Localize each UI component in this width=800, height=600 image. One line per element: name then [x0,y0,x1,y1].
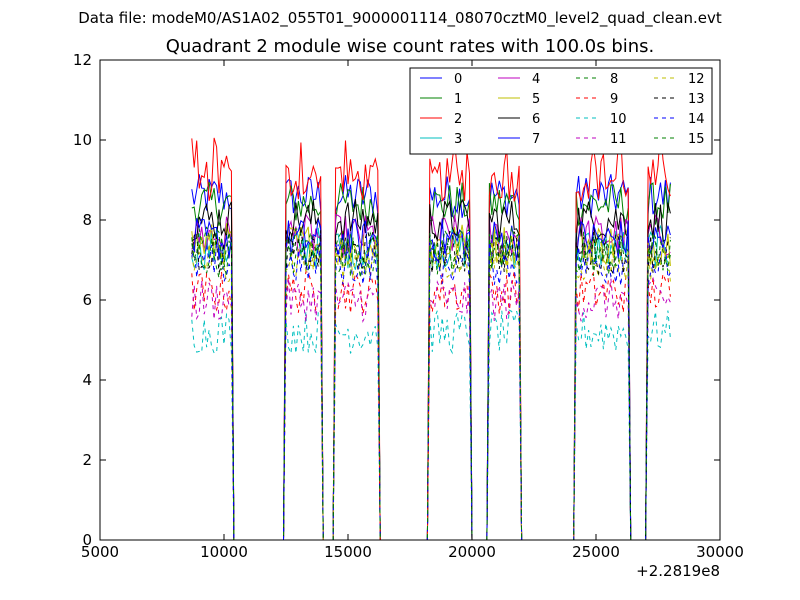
legend-label-4: 4 [532,72,540,87]
legend-label-8: 8 [610,72,618,87]
series-line-13 [191,229,671,541]
series-lines [191,129,671,541]
series-line-8 [191,234,671,541]
y-tick-label: 12 [73,51,92,69]
series-line-10 [191,309,671,541]
y-tick-label: 2 [82,451,92,469]
chart-title: Quadrant 2 module wise count rates with … [165,36,655,57]
series-line-14 [191,242,671,541]
y-tick-label: 6 [82,291,92,309]
legend-label-14: 14 [688,112,705,127]
legend-label-2: 2 [454,112,462,127]
legend-label-5: 5 [532,92,540,107]
legend-label-10: 10 [610,112,627,127]
y-tick-label: 0 [82,531,92,549]
legend-label-9: 9 [610,92,618,107]
x-tick-label: 10000 [200,543,248,561]
y-tick-label: 10 [73,131,92,149]
legend-label-15: 15 [688,132,705,147]
series-line-15 [191,226,671,541]
legend-label-13: 13 [688,92,705,107]
legend-label-0: 0 [454,72,462,87]
x-tick-label: 5000 [81,543,119,561]
legend-label-11: 11 [610,132,627,147]
x-tick-label: 15000 [324,543,372,561]
legend-label-7: 7 [532,132,540,147]
legend-label-3: 3 [454,132,462,147]
legend-label-6: 6 [532,112,540,127]
legend-label-12: 12 [688,72,705,87]
y-tick-label: 8 [82,211,92,229]
x-tick-label: 30000 [696,543,744,561]
series-line-5 [191,223,671,541]
series-line-9 [191,271,671,541]
x-tick-label: 20000 [448,543,496,561]
series-line-11 [191,276,671,541]
y-tick-label: 4 [82,371,92,389]
x-tick-label: 25000 [572,543,620,561]
legend-box [409,67,713,155]
data-file-subtitle: Data file: modeM0/AS1A02_055T01_90000011… [78,9,722,27]
series-line-12 [191,237,671,541]
series-line-7 [191,218,671,541]
x-offset-label: +2.2819e8 [636,562,720,580]
series-line-4 [191,212,671,541]
legend-label-1: 1 [454,92,462,107]
